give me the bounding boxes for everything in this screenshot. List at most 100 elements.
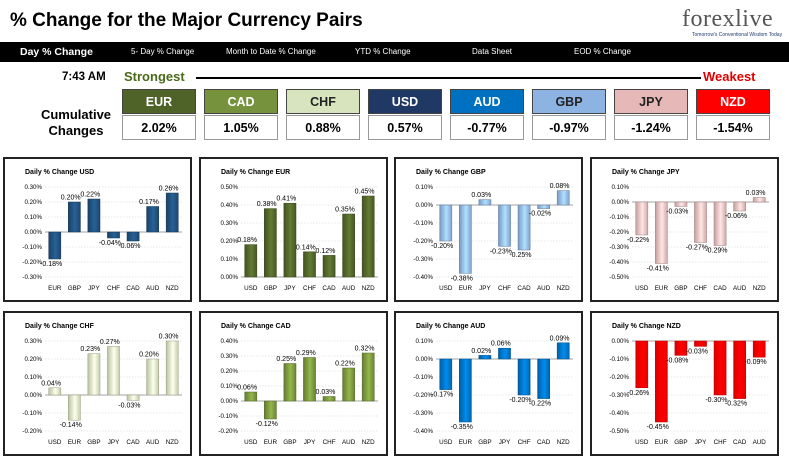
cumulative-value-cad: 1.05% <box>204 115 278 140</box>
chart-title: Daily % Change GBP <box>416 169 486 176</box>
y-tick-label: 0.10% <box>24 214 42 221</box>
chart-panel-jpy: Daily % Change JPY -0.50% -0.40% -0.30% -0.2… <box>590 157 779 302</box>
y-tick-label: 0.00% <box>24 392 42 399</box>
logo-tagline: Tomorrow's Conventional Wisdom Today <box>692 32 783 38</box>
chart-title: Daily % Change CAD <box>221 323 291 330</box>
x-tick-label: GBP <box>674 285 687 292</box>
data-label: -0.02% <box>529 211 551 218</box>
y-tick-label: 0.10% <box>415 338 433 345</box>
data-label: -0.45% <box>647 424 669 431</box>
bar-eur <box>655 340 668 423</box>
data-label: 0.22% <box>80 192 100 199</box>
chart-panel-usd: Daily % Change USD -0.30% -0.20% -0.10% 0.00… <box>3 157 192 302</box>
data-label: -0.27% <box>686 245 708 252</box>
bar-usd <box>48 387 62 396</box>
y-tick-label: 0.00% <box>24 229 42 236</box>
x-tick-label: JPY <box>479 285 491 292</box>
y-tick-label: 0.10% <box>415 184 433 191</box>
data-label: 0.20% <box>139 352 159 359</box>
y-tick-label: -0.10% <box>22 410 42 417</box>
y-tick-label: 0.00% <box>611 338 629 345</box>
data-label: 0.12% <box>316 248 336 255</box>
data-label: 0.25% <box>276 356 296 363</box>
data-label: -0.06% <box>118 243 140 250</box>
x-tick-label: AUD <box>342 285 356 292</box>
bar-gbp <box>68 201 81 233</box>
x-tick-label: AUD <box>342 439 356 446</box>
data-label: -0.26% <box>627 390 649 397</box>
x-tick-label: CAD <box>517 285 531 292</box>
y-tick-label: -0.20% <box>609 374 629 381</box>
chart-title: Daily % Change CHF <box>25 323 95 330</box>
x-tick-label: NZD <box>362 439 375 446</box>
y-tick-label: 0.40% <box>220 202 238 209</box>
x-tick-label: EUR <box>68 439 82 446</box>
tab-day-change[interactable]: Day % Change <box>20 46 93 58</box>
data-label: -0.03% <box>686 348 708 355</box>
forexlive-logo[interactable]: forexlive Tomorrow's Conventional Wisdom… <box>644 6 784 40</box>
y-tick-label: -0.20% <box>218 428 238 435</box>
tab-data-sheet[interactable]: Data Sheet <box>472 47 513 56</box>
chart-title: Daily % Change AUD <box>416 323 485 330</box>
x-tick-label: USD <box>635 439 649 446</box>
bar-aud <box>146 206 159 233</box>
y-tick-label: 0.20% <box>24 199 42 206</box>
data-label: 0.17% <box>139 199 159 206</box>
bar-eur <box>48 231 62 260</box>
chart-title: Daily % Change USD <box>25 169 94 176</box>
data-label: -0.23% <box>490 248 512 255</box>
tab-eod-change[interactable]: EOD % Change <box>574 47 631 56</box>
currency-tile-chf: CHF <box>286 89 360 114</box>
y-tick-label: -0.40% <box>609 410 629 417</box>
y-tick-label: -0.20% <box>413 238 433 245</box>
y-tick-label: -0.30% <box>22 274 42 281</box>
x-tick-label: GBP <box>68 285 81 292</box>
tab-5-day-change[interactable]: 5- Day % Change <box>131 47 195 56</box>
y-tick-label: -0.20% <box>22 259 42 266</box>
data-label: -0.20% <box>431 243 453 250</box>
y-tick-label: 0.40% <box>220 338 238 345</box>
y-tick-label: -0.10% <box>413 220 433 227</box>
page-title: % Change for the Major Currency Pairs <box>10 10 363 31</box>
chart-panel-nzd: Daily % Change NZD -0.50% -0.40% -0.30% -0.2… <box>590 311 779 456</box>
tab-ytd-change[interactable]: YTD % Change <box>355 47 411 56</box>
x-tick-label: EUR <box>655 285 669 292</box>
tab-bar: Day % Change 5- Day % Change Month to Da… <box>0 42 789 62</box>
y-tick-label: 0.30% <box>220 220 238 227</box>
title-bar: % Change for the Major Currency Pairs fo… <box>0 0 789 42</box>
y-tick-label: -0.50% <box>609 428 629 435</box>
bar-gbp <box>478 355 492 360</box>
strength-line <box>196 77 701 79</box>
x-tick-label: NZD <box>166 285 179 292</box>
y-tick-label: 0.00% <box>611 199 629 206</box>
cumulative-value-jpy: -1.24% <box>614 115 688 140</box>
bar-usd <box>439 358 453 390</box>
y-tick-label: -0.30% <box>609 392 629 399</box>
data-label: -0.03% <box>666 209 688 216</box>
bar-eur <box>264 400 277 420</box>
data-label: -0.09% <box>744 359 766 366</box>
data-label: 0.41% <box>276 196 296 203</box>
y-tick-label: 0.20% <box>24 356 42 363</box>
data-label: -0.20% <box>509 397 531 404</box>
x-tick-label: GBP <box>283 439 296 446</box>
x-tick-label: AUD <box>733 285 747 292</box>
x-tick-label: CHF <box>714 439 727 446</box>
x-tick-label: JPY <box>499 439 511 446</box>
bar-gbp <box>674 201 688 207</box>
chart-svg: Daily % Change GBP -0.40% -0.30% -0.20% -0.1… <box>413 169 573 292</box>
bar-chf <box>107 231 120 239</box>
y-tick-label: -0.10% <box>22 244 42 251</box>
chart-title: Daily % Change JPY <box>612 169 680 176</box>
tab-month-to-date-change[interactable]: Month to Date % Change <box>226 47 316 56</box>
data-label: -0.14% <box>60 422 82 429</box>
y-tick-label: 0.30% <box>24 338 42 345</box>
x-tick-label: JPY <box>108 439 120 446</box>
data-label: -0.03% <box>118 402 140 409</box>
data-label: 0.26% <box>159 186 179 193</box>
bar-jpy <box>283 202 297 278</box>
bar-nzd <box>165 340 179 396</box>
y-tick-label: 0.20% <box>220 238 238 245</box>
y-tick-label: -0.10% <box>609 356 629 363</box>
currency-tile-jpy: JPY <box>614 89 688 114</box>
